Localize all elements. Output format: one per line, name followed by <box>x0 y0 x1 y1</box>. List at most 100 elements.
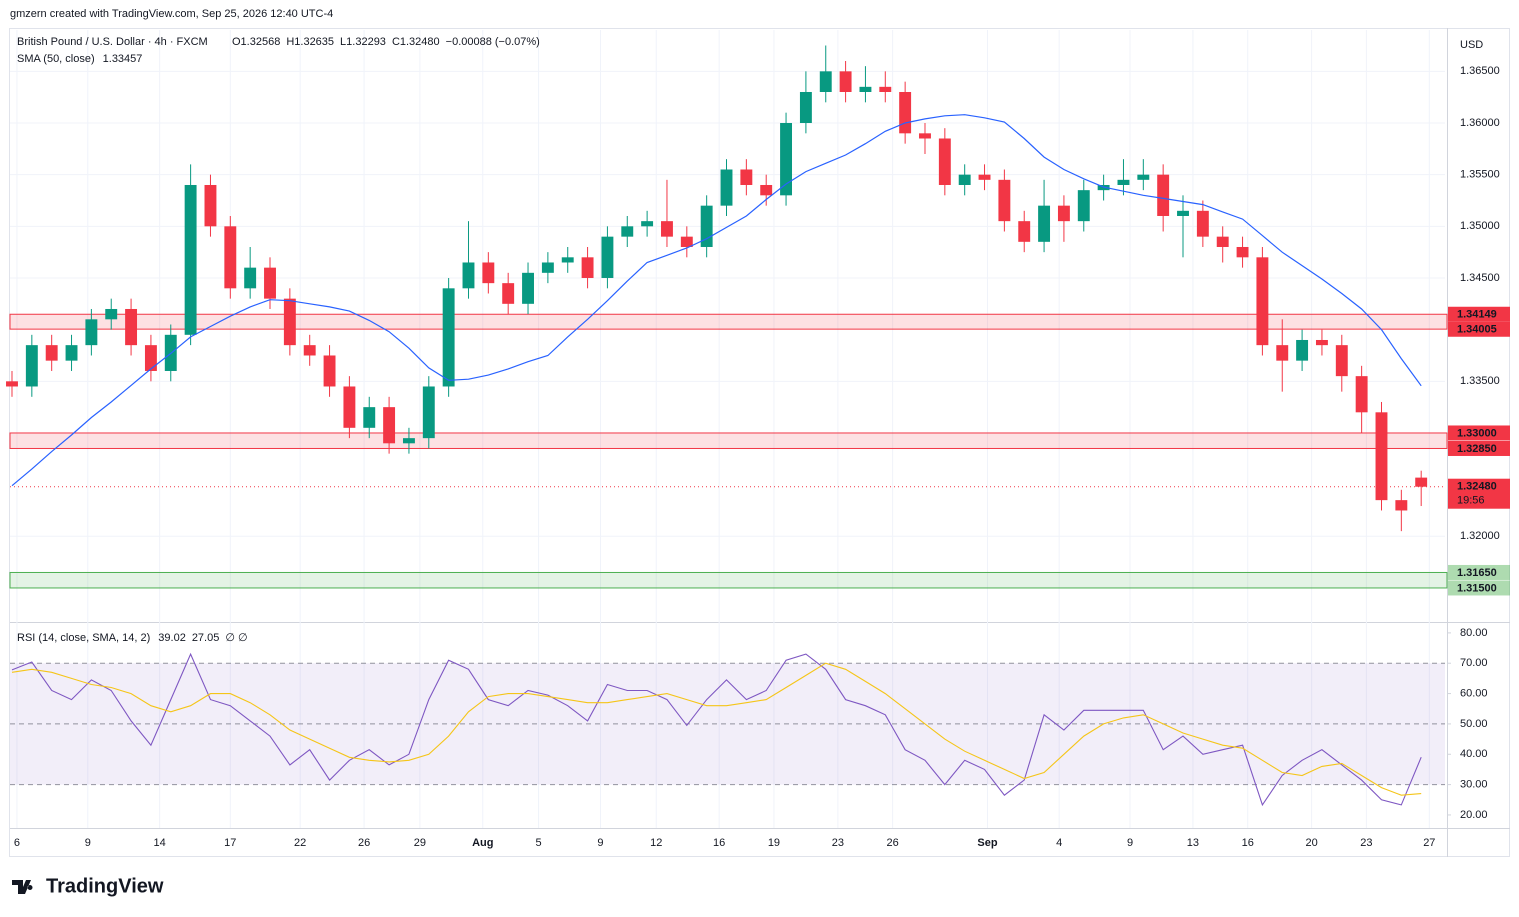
candle-body <box>502 283 515 304</box>
y-tick-label: 1.34500 <box>1460 272 1500 284</box>
x-tick-label: 26 <box>358 837 370 849</box>
zone-price-label: 1.34005 <box>1457 324 1497 336</box>
candle-body <box>879 86 892 92</box>
x-tick-label: 29 <box>414 837 426 849</box>
candle-body <box>1177 210 1189 216</box>
candle-body <box>144 345 157 371</box>
candle-body <box>1117 179 1130 185</box>
x-tick-label: 27 <box>1423 837 1435 849</box>
candle-body <box>25 345 38 387</box>
zone-price-box <box>1448 564 1510 580</box>
candle-body <box>1077 190 1090 222</box>
candle-body <box>799 91 812 123</box>
zone-price-label: 1.33000 <box>1457 427 1497 439</box>
zone-price-box <box>1448 306 1510 322</box>
candle-body <box>482 262 495 284</box>
sma-line <box>11 114 1422 487</box>
y-tick-label: 30.00 <box>1460 779 1488 791</box>
symbol-title: British Pound / U.S. Dollar · 4h · FXCM <box>17 36 208 48</box>
y-tick-label: 50.00 <box>1460 718 1488 730</box>
y-tick-label: 1.36500 <box>1460 65 1500 77</box>
zone <box>9 432 1448 449</box>
x-tick-label: 19 <box>768 837 780 849</box>
zone-price-box <box>1448 440 1510 456</box>
candle-body <box>125 308 138 346</box>
candle-body <box>601 236 614 278</box>
x-tick-label: 4 <box>1056 837 1062 849</box>
candle-body <box>1256 257 1269 346</box>
candle-body <box>343 386 356 428</box>
x-tick-label: 9 <box>85 837 91 849</box>
x-tick-label: 5 <box>535 837 541 849</box>
ohlc-value: H1.32635 <box>286 36 334 48</box>
y-tick-label: 1.35000 <box>1460 220 1500 232</box>
candle-body <box>819 71 832 92</box>
y-tick-label: 1.36000 <box>1460 117 1500 129</box>
zone-price-label: 1.32850 <box>1457 443 1497 455</box>
candle-body <box>383 407 396 444</box>
candle-body <box>65 345 78 361</box>
candle-body <box>938 138 951 185</box>
ohlc-value: −0.00088 (−0.07%) <box>446 36 540 48</box>
candle-body <box>700 205 713 247</box>
candle-body <box>204 184 217 227</box>
ohlc-value: C1.32480 <box>392 36 440 48</box>
candle-body <box>1038 205 1051 242</box>
rsi-legend-extra: ∅ ∅ <box>225 632 247 644</box>
candle-body <box>283 298 296 346</box>
candle-body <box>303 345 316 356</box>
currency-label: USD <box>1460 39 1483 51</box>
y-tick-label: 1.33500 <box>1460 375 1500 387</box>
last-price-box <box>1448 478 1510 509</box>
candle-body <box>462 262 475 289</box>
y-tick-label: 80.00 <box>1460 627 1488 639</box>
candle-body <box>1375 412 1388 501</box>
zone-price-label: 1.34149 <box>1457 309 1497 321</box>
brand: TradingView <box>46 875 164 897</box>
candle-body <box>859 86 872 92</box>
candle-body <box>363 407 376 428</box>
rsi-line <box>11 662 1422 796</box>
candle-body <box>919 133 931 139</box>
candle-body <box>402 438 415 444</box>
candle-body <box>85 319 98 346</box>
y-tick-label: 70.00 <box>1460 657 1488 669</box>
candle-body <box>1296 339 1309 361</box>
candle-body <box>581 257 594 278</box>
zone-price-box <box>1448 580 1510 596</box>
sma-legend-value: 1.33457 <box>103 53 143 65</box>
x-tick-label: 14 <box>154 837 166 849</box>
candle-body <box>1216 236 1229 247</box>
candle-body <box>1415 477 1428 487</box>
rsi-legend-value: 39.02 <box>158 632 186 644</box>
candle-body <box>244 267 257 289</box>
y-tick-label: 1.35500 <box>1460 169 1500 181</box>
candle-body <box>541 262 554 273</box>
candle-body <box>998 179 1011 222</box>
candle-body <box>661 221 673 237</box>
candle-body <box>442 288 455 387</box>
candle-body <box>1355 376 1368 413</box>
x-tick-label: 16 <box>1242 837 1254 849</box>
candle-body <box>680 236 693 247</box>
candle-body <box>561 257 574 263</box>
y-tick-label: 20.00 <box>1460 809 1488 821</box>
rsi-line <box>11 652 1422 807</box>
candle-body <box>1018 221 1031 242</box>
rsi-legend: RSI (14, close, SMA, 14, 2) <box>17 632 150 644</box>
y-tick-label: 40.00 <box>1460 748 1488 760</box>
candle-body <box>720 169 733 206</box>
candle-body <box>1137 174 1150 180</box>
zone <box>9 571 1448 589</box>
candle-body <box>184 184 197 335</box>
candle-body <box>45 345 58 361</box>
candle-body <box>958 174 971 185</box>
candle-body <box>1395 500 1408 511</box>
candle-body <box>1315 339 1328 346</box>
candle-body <box>522 272 534 304</box>
candle-body <box>1335 345 1348 377</box>
candle-body <box>641 221 654 227</box>
header: gmzern created with TradingView.com, Sep… <box>10 8 333 20</box>
